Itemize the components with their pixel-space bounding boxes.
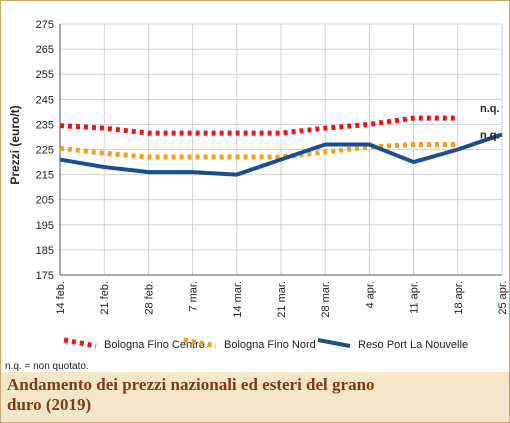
y-tick-label: 175 (36, 270, 54, 282)
legend-label: Reso Port La Nouvelle (358, 339, 468, 351)
footnote: n.q. = non quotato. (5, 361, 89, 372)
x-tick-labels: 14 feb. 21 feb. 28 feb. 7 mar. 14 mar. 21 mar… (55, 281, 509, 318)
y-tick-label: 225 (36, 145, 54, 157)
y-axis-title: Prezzi (euro/t) (8, 105, 22, 184)
y-tick-label: 195 (36, 220, 54, 232)
x-tick-label: 14 mar. (232, 281, 244, 318)
series-line-2 (59, 132, 503, 177)
legend: Bologna Fino Centro Bologna Fino Nord Reso… (63, 337, 468, 351)
x-tick-label: 14 feb. (55, 281, 67, 315)
x-tick-label: 25 apr. (497, 281, 509, 315)
nq-annotation: n.q. (480, 103, 500, 115)
x-tick-label: 11 apr. (409, 281, 421, 314)
x-tick-label: 28 mar. (320, 281, 332, 318)
y-tick-label: 205 (36, 195, 54, 207)
legend-swatch (317, 338, 351, 348)
series-line-1 (59, 141, 458, 160)
y-tick-label: 275 (36, 19, 54, 31)
y-tick-label: 235 (36, 119, 54, 131)
grid-lines (59, 23, 503, 276)
x-tick-label: 21 mar. (276, 281, 288, 318)
line-chart: 175 185 195 205 215 225 235 245 255 265 275 14 feb… (8, 19, 509, 351)
legend-label: Bologna Fino Nord (224, 339, 316, 351)
x-tick-label: 7 mar. (188, 281, 200, 312)
x-tick-label: 21 feb. (99, 281, 111, 315)
x-tick-label: 18 apr. (453, 281, 465, 315)
chart-title: Andamento dei prezzi nazionali ed esteri… (7, 375, 375, 414)
y-tick-label: 255 (36, 69, 54, 81)
y-tick-labels: 175 185 195 205 215 225 235 245 255 265 275 (36, 19, 54, 282)
x-tick-label: 28 feb. (143, 281, 155, 315)
annotations: n.q. n.q. (480, 103, 500, 141)
legend-label: Bologna Fino Centro (104, 339, 205, 351)
y-tick-label: 215 (36, 170, 54, 182)
legend-swatch (63, 337, 97, 349)
caption-box: Andamento dei prezzi nazionali ed esteri… (1, 372, 509, 422)
legend-swatch (183, 337, 217, 349)
series-lines (59, 115, 503, 177)
y-tick-label: 185 (36, 245, 54, 257)
y-tick-label: 265 (36, 44, 54, 56)
y-tick-label: 245 (36, 94, 54, 106)
series-line-0 (59, 115, 458, 136)
x-tick-label: 4 apr. (364, 281, 376, 309)
nq-annotation: n.q. (480, 129, 500, 141)
